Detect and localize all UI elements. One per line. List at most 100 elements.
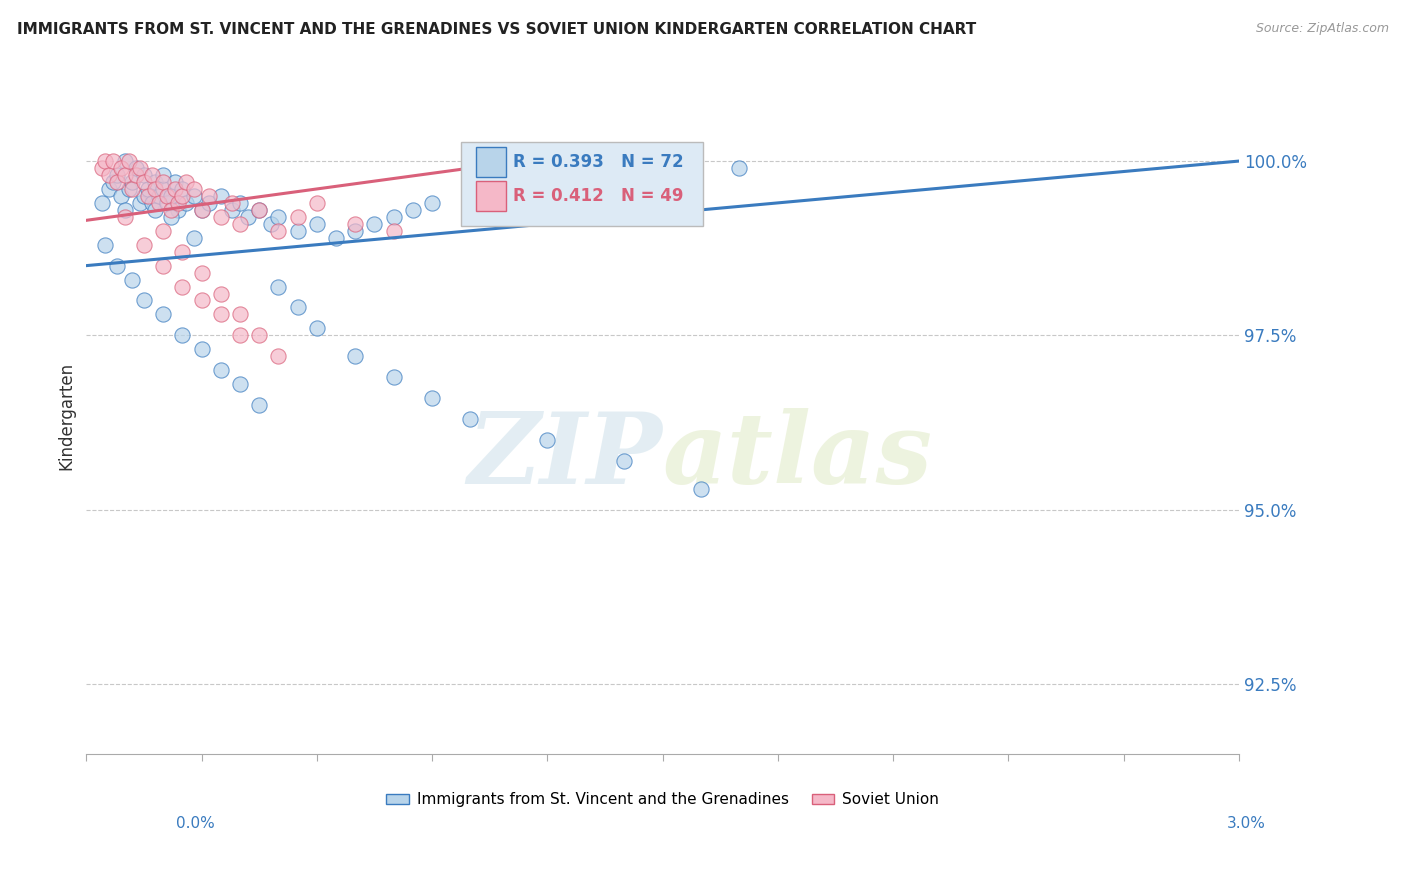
Point	[105, 175, 128, 189]
Point	[209, 286, 232, 301]
FancyBboxPatch shape	[475, 147, 506, 177]
Point	[267, 224, 290, 238]
Point	[229, 217, 252, 231]
Point	[114, 154, 136, 169]
FancyBboxPatch shape	[475, 181, 506, 211]
Legend: Immigrants from St. Vincent and the Grenadines, Soviet Union: Immigrants from St. Vincent and the Gren…	[380, 786, 945, 814]
Point	[183, 231, 205, 245]
Point	[190, 293, 212, 308]
Point	[141, 168, 163, 182]
Text: R = 0.412   N = 49: R = 0.412 N = 49	[513, 186, 683, 205]
Point	[148, 195, 170, 210]
Point	[536, 175, 558, 189]
Point	[247, 328, 270, 343]
Point	[90, 161, 112, 175]
Point	[172, 279, 194, 293]
Text: atlas: atlas	[662, 408, 932, 504]
Point	[209, 363, 232, 377]
Point	[172, 328, 194, 343]
Point	[651, 168, 673, 182]
Point	[114, 168, 136, 182]
Point	[183, 189, 205, 203]
Point	[325, 231, 347, 245]
FancyBboxPatch shape	[461, 142, 703, 227]
Point	[152, 168, 174, 182]
Point	[121, 182, 143, 196]
Point	[110, 189, 132, 203]
Point	[267, 349, 290, 363]
Point	[148, 189, 170, 203]
Point	[101, 154, 124, 169]
Point	[420, 195, 443, 210]
Point	[344, 349, 367, 363]
Point	[132, 237, 155, 252]
Point	[728, 161, 751, 175]
Point	[132, 293, 155, 308]
Point	[172, 189, 194, 203]
Point	[132, 175, 155, 189]
Point	[117, 182, 139, 196]
Point	[98, 182, 121, 196]
Point	[121, 175, 143, 189]
Text: 0.0%: 0.0%	[176, 816, 215, 831]
Point	[125, 168, 148, 182]
Point	[183, 182, 205, 196]
Point	[221, 195, 243, 210]
Point	[190, 202, 212, 217]
Point	[159, 202, 181, 217]
Point	[152, 259, 174, 273]
Point	[247, 202, 270, 217]
Point	[117, 154, 139, 169]
Point	[382, 210, 405, 224]
Point	[382, 224, 405, 238]
Point	[141, 195, 163, 210]
Text: 3.0%: 3.0%	[1226, 816, 1265, 831]
Point	[229, 377, 252, 392]
Point	[145, 175, 167, 189]
Text: ZIP: ZIP	[468, 408, 662, 504]
Point	[229, 328, 252, 343]
Point	[156, 189, 179, 203]
Point	[267, 210, 290, 224]
Point	[209, 307, 232, 321]
Point	[110, 161, 132, 175]
Point	[163, 175, 186, 189]
Point	[460, 412, 482, 426]
Point	[98, 168, 121, 182]
Point	[260, 217, 283, 231]
Point	[163, 182, 186, 196]
Point	[305, 195, 328, 210]
Point	[136, 189, 159, 203]
Point	[247, 202, 270, 217]
Point	[287, 210, 309, 224]
Point	[152, 224, 174, 238]
Point	[344, 224, 367, 238]
Point	[129, 161, 152, 175]
Point	[536, 433, 558, 447]
Point	[287, 301, 309, 315]
Text: R = 0.393   N = 72: R = 0.393 N = 72	[513, 153, 683, 171]
Point	[94, 237, 117, 252]
Point	[167, 202, 190, 217]
Point	[402, 202, 425, 217]
Point	[145, 182, 167, 196]
Point	[575, 175, 598, 189]
Point	[125, 161, 148, 175]
Point	[498, 182, 520, 196]
Point	[209, 210, 232, 224]
Point	[305, 321, 328, 335]
Point	[460, 189, 482, 203]
Point	[267, 279, 290, 293]
Point	[420, 391, 443, 405]
Point	[198, 189, 221, 203]
Point	[198, 195, 221, 210]
Point	[167, 195, 190, 210]
Point	[174, 195, 197, 210]
Point	[145, 202, 167, 217]
Point	[114, 202, 136, 217]
Point	[229, 195, 252, 210]
Point	[172, 182, 194, 196]
Point	[190, 202, 212, 217]
Point	[114, 210, 136, 224]
Point	[152, 307, 174, 321]
